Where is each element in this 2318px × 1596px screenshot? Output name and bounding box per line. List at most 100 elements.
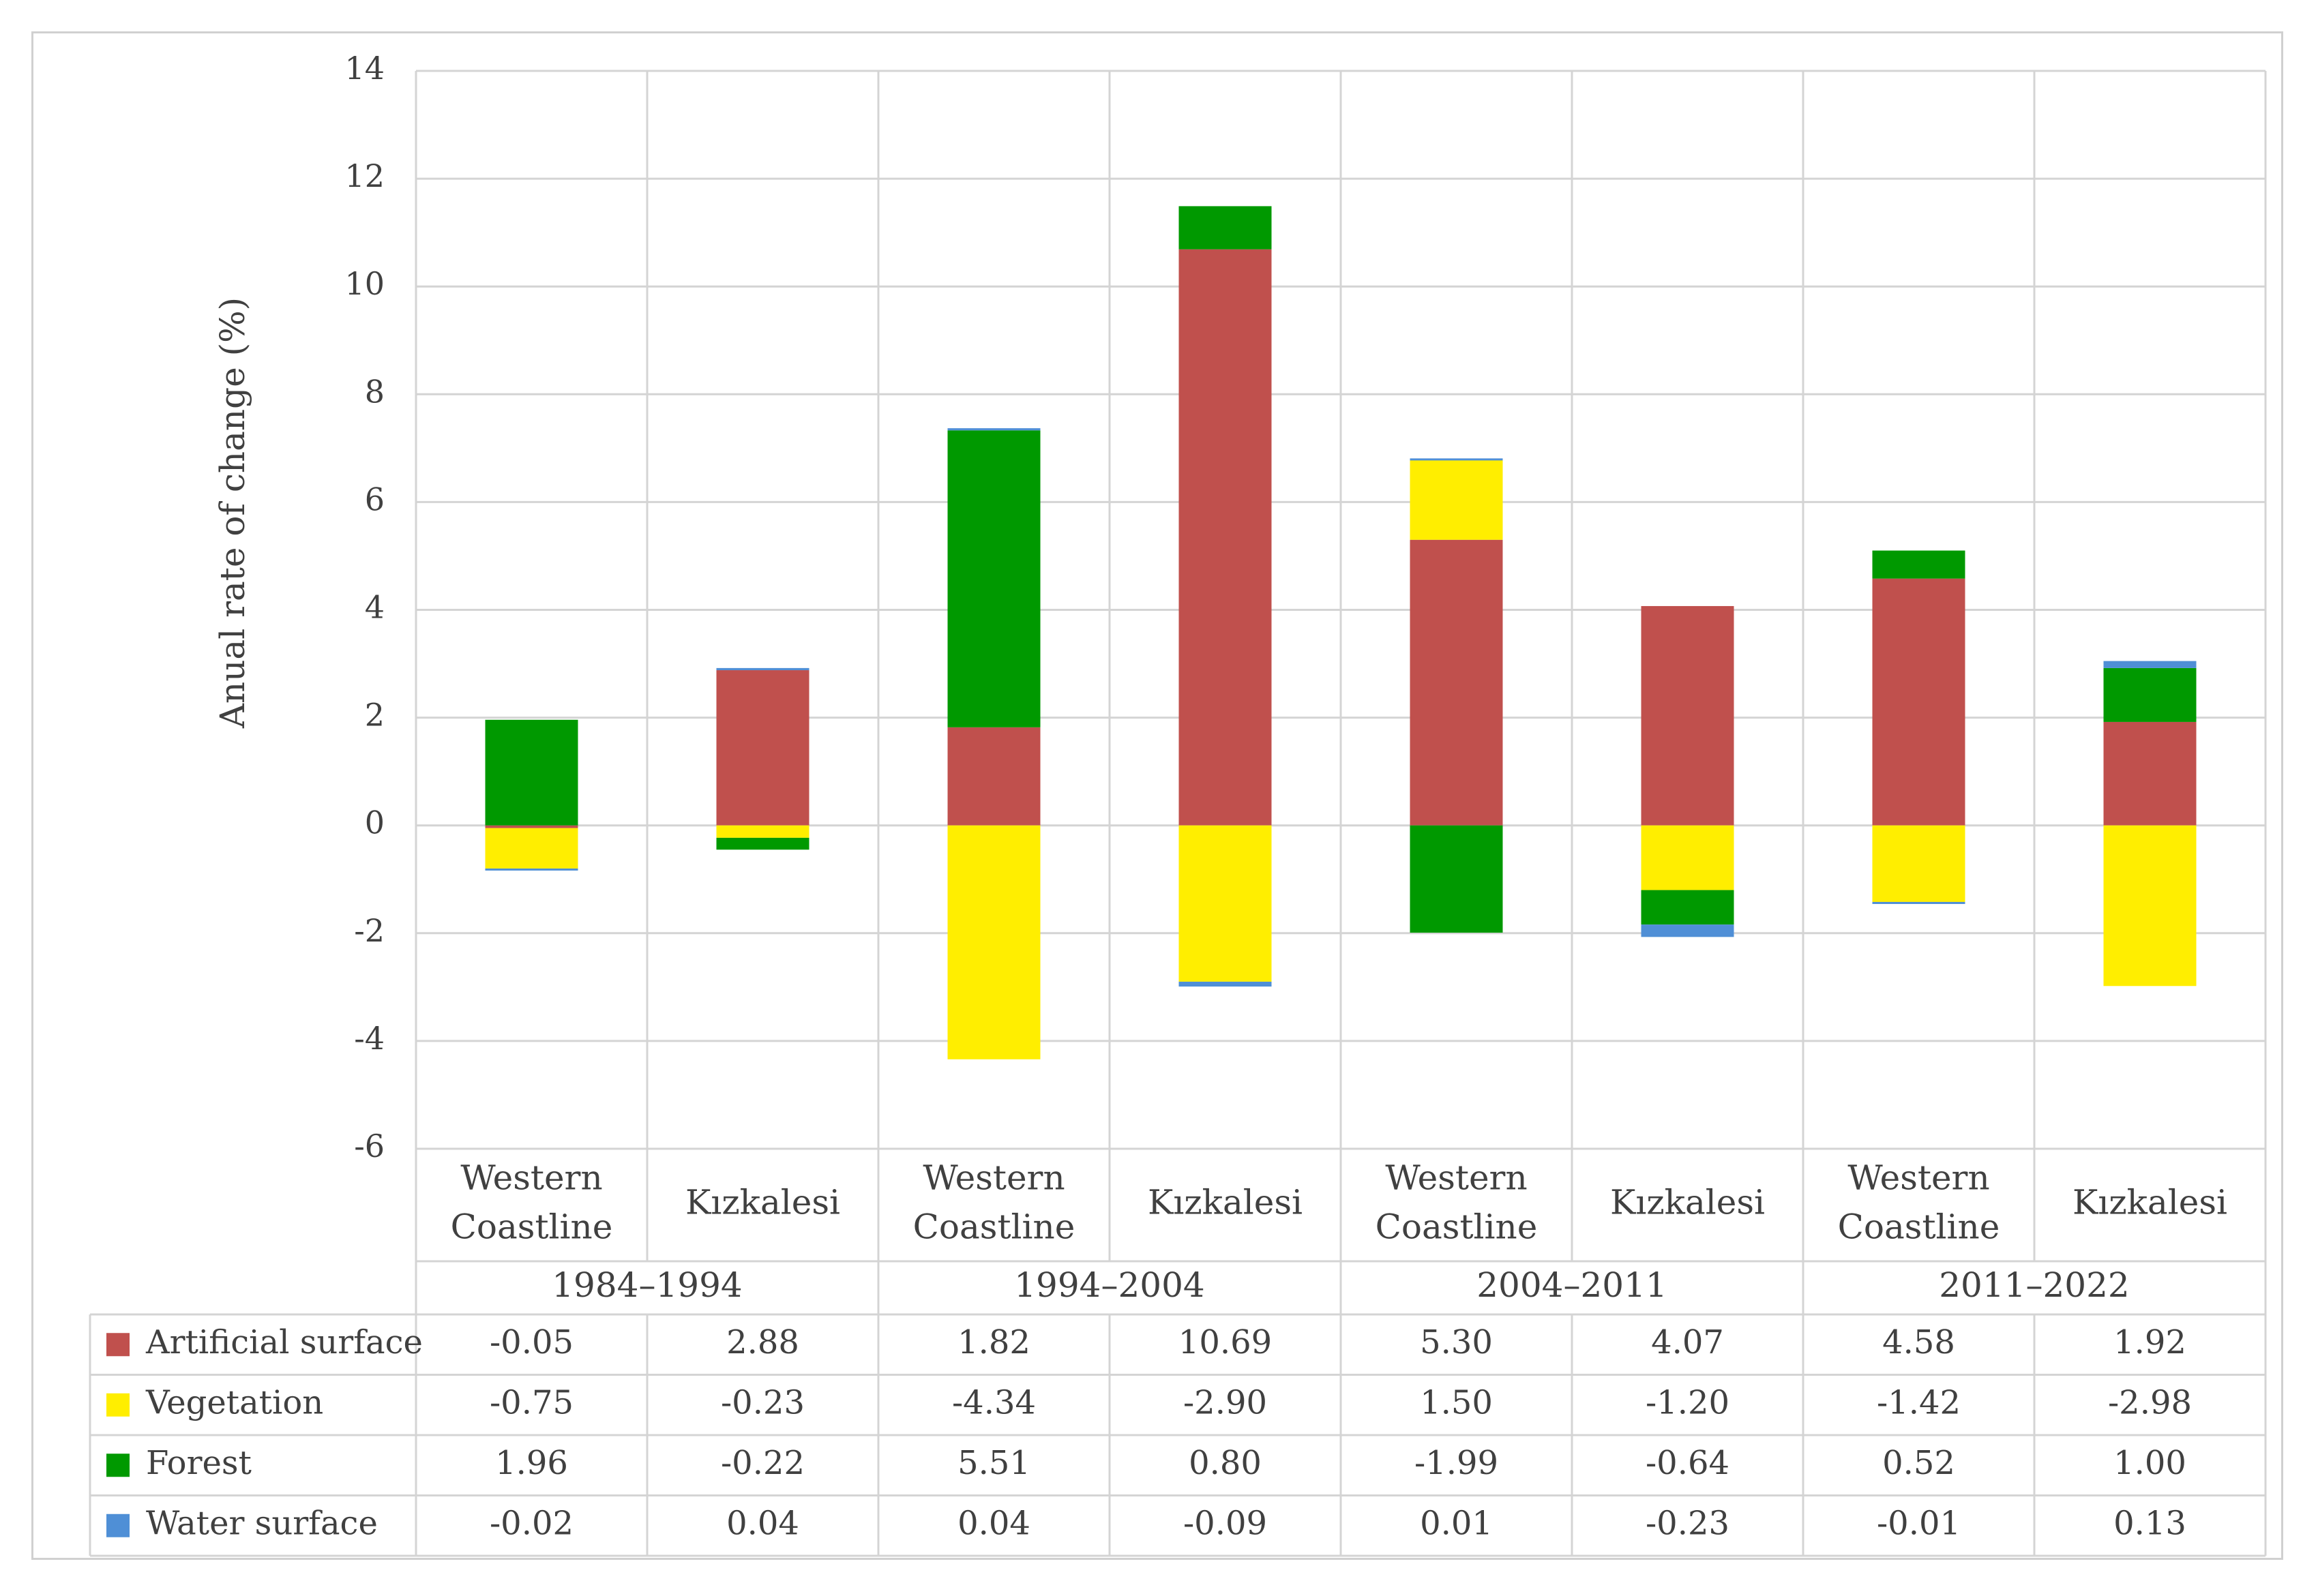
bar-water-surface: [2103, 661, 2197, 668]
y-tick-label: 0: [365, 804, 385, 841]
y-axis-title: Anual rate of change (%): [213, 297, 252, 729]
table-value: -0.23: [1646, 1504, 1729, 1542]
bar-vegetation: [1641, 825, 1734, 890]
table-value: -2.90: [1183, 1383, 1267, 1421]
bar-forest: [716, 837, 809, 850]
table-value: 10.69: [1178, 1323, 1272, 1361]
table-value: 5.30: [1420, 1323, 1493, 1361]
y-tick-label: 12: [344, 157, 385, 194]
bar-artificial-surface: [1872, 578, 1965, 826]
table-value: 1.82: [957, 1323, 1030, 1361]
bar-vegetation: [716, 825, 809, 838]
legend-key-forest: [106, 1454, 130, 1477]
legend-key-artificial-surface: [106, 1333, 130, 1357]
bar-artificial-surface: [1641, 605, 1734, 826]
category-label: Coastline: [451, 1207, 613, 1247]
bar-artificial-surface: [716, 670, 809, 826]
category-label: Kızkalesi: [685, 1183, 840, 1222]
bar-forest: [2103, 667, 2197, 722]
bar-forest: [947, 430, 1041, 727]
category-label: Coastline: [1376, 1207, 1538, 1247]
y-tick-label: 6: [365, 481, 385, 517]
y-tick-label: -6: [354, 1128, 385, 1164]
bar-artificial-surface: [947, 727, 1041, 826]
bar-artificial-surface: [2103, 721, 2197, 826]
table-value: -0.22: [721, 1444, 805, 1482]
legend-label: Vegetation: [145, 1383, 323, 1421]
bar-forest: [485, 719, 578, 826]
table-value: 1.92: [2113, 1323, 2186, 1361]
table-value: -0.64: [1646, 1444, 1729, 1482]
bar-water-surface: [947, 428, 1041, 431]
legend-key-water-surface: [106, 1514, 130, 1537]
table-value: 0.04: [726, 1504, 799, 1542]
category-label: Kızkalesi: [1610, 1183, 1765, 1222]
bar-water-surface: [1872, 901, 1965, 904]
bar-water-surface: [716, 667, 809, 671]
y-tick-label: 4: [365, 589, 385, 626]
y-tick-label: 8: [365, 373, 385, 410]
bar-forest: [1872, 550, 1965, 579]
group-label: 2004–2011: [1476, 1265, 1667, 1305]
bar-artificial-surface: [485, 825, 578, 828]
category-label: Western: [1847, 1158, 1989, 1198]
table-value: 4.07: [1651, 1323, 1724, 1361]
table-value: -1.99: [1414, 1444, 1498, 1482]
bar-water-surface: [1178, 981, 1272, 987]
table-value: -4.34: [952, 1383, 1036, 1421]
bar-vegetation: [2103, 825, 2197, 987]
y-tick-label: 14: [344, 50, 385, 87]
table-value: -0.75: [490, 1383, 574, 1421]
table-value: -0.09: [1183, 1504, 1267, 1542]
category-label: Kızkalesi: [2072, 1183, 2227, 1222]
bar-forest: [1410, 825, 1503, 933]
table-value: 1.50: [1420, 1383, 1493, 1421]
table-value: 1.00: [2113, 1444, 2186, 1482]
bar-artificial-surface: [1178, 249, 1272, 826]
category-label: Coastline: [1838, 1207, 2000, 1247]
group-label: 1994–2004: [1014, 1265, 1205, 1305]
table-value: -2.98: [2108, 1383, 2192, 1421]
y-tick-label: 10: [344, 265, 385, 302]
table-value: -0.23: [721, 1383, 805, 1421]
bar-vegetation: [947, 825, 1041, 1059]
category-label: Kızkalesi: [1148, 1183, 1303, 1222]
legend-label: Artificial surface: [145, 1323, 423, 1361]
category-label: Western: [460, 1158, 602, 1198]
y-tick-label: -4: [354, 1020, 385, 1057]
bar-water-surface: [1641, 924, 1734, 937]
category-label: Coastline: [913, 1207, 1075, 1247]
table-value: 0.52: [1882, 1444, 1955, 1482]
table-value: 0.01: [1420, 1504, 1493, 1542]
table-value: -1.20: [1646, 1383, 1729, 1421]
bar-artificial-surface: [1410, 539, 1503, 826]
legend-label: Forest: [146, 1444, 252, 1482]
bar-vegetation: [1410, 459, 1503, 540]
legend-label: Water surface: [146, 1504, 378, 1542]
table-value: 2.88: [726, 1323, 799, 1361]
table-value: 0.80: [1189, 1444, 1262, 1482]
bar-water-surface: [485, 868, 578, 871]
bar-vegetation: [1178, 825, 1272, 982]
bar-vegetation: [1872, 825, 1965, 902]
y-tick-label: 2: [365, 697, 385, 734]
category-label: Western: [1385, 1158, 1527, 1198]
bar-forest: [1178, 206, 1272, 250]
table-value: -0.02: [490, 1504, 574, 1542]
table-value: 4.58: [1882, 1323, 1955, 1361]
legend-key-vegetation: [106, 1393, 130, 1417]
table-value: -0.01: [1877, 1504, 1961, 1542]
table-value: 1.96: [495, 1444, 568, 1482]
bar-forest: [1641, 890, 1734, 925]
table-value: -1.42: [1877, 1383, 1961, 1421]
table-value: 0.13: [2113, 1504, 2186, 1542]
table-value: -0.05: [490, 1323, 574, 1361]
category-label: Western: [923, 1158, 1065, 1198]
bar-vegetation: [485, 828, 578, 869]
group-label: 2011–2022: [1939, 1265, 2130, 1305]
table-value: 0.04: [957, 1504, 1030, 1542]
y-tick-label: -2: [354, 912, 385, 949]
group-label: 1984–1994: [552, 1265, 743, 1305]
table-value: 5.51: [957, 1444, 1030, 1482]
